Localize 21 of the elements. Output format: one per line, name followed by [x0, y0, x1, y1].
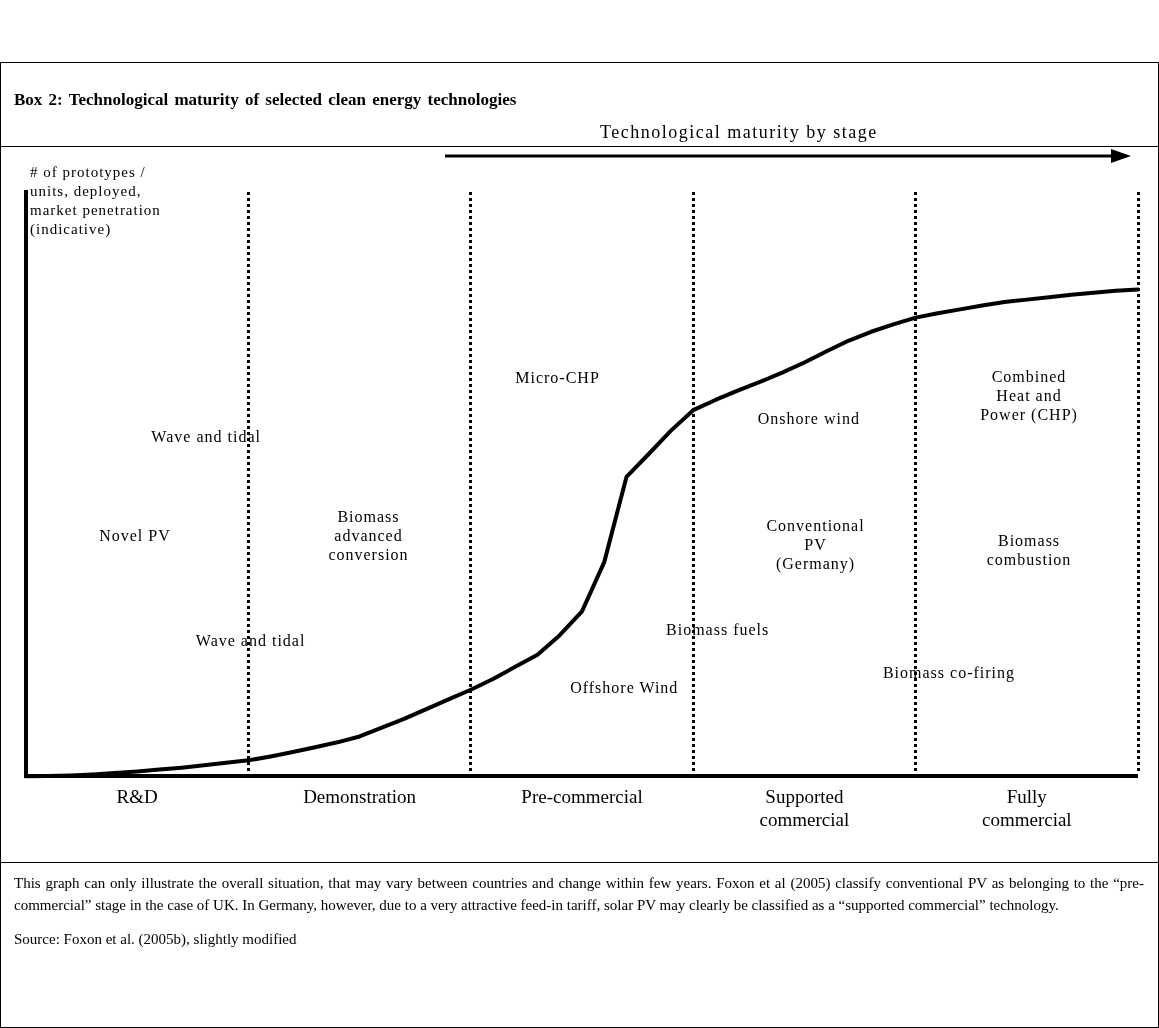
x-tick-label: Fully commercial: [981, 785, 1072, 830]
annotation: Biomass combustion: [986, 532, 1072, 569]
text: This graph can only illustrate the overall situation, that may vary between countries and change within few years. Foxon et al (2005) classify conventional PV as belonging to the “pre-commercial” stage in the case of UK. In Germany, however, due to a very attractive feed-in tariff, solar PV may clearly be classified as a “supported commercial” technology.: [14, 874, 1144, 915]
x-tick-label: R&D: [116, 785, 158, 807]
text: Technological maturity by stage: [600, 122, 878, 143]
annotation: Novel PV: [99, 527, 171, 544]
x-tick-label: Pre-commercial: [521, 785, 643, 807]
annotation: Wave and tidal: [195, 632, 306, 650]
y-axis-title: # of prototypes / units, deployed, market penetration (indicative): [30, 163, 162, 239]
annotation: Onshore wind: [757, 410, 860, 428]
annotation: Offshore Wind: [570, 678, 679, 696]
annotation: Conventional PV (Germany): [766, 516, 865, 573]
annotation: Biomass fuels: [666, 620, 770, 638]
source-note: Source: Foxon et al. (2005b), slightly modified: [14, 930, 298, 949]
annotation: Biomass advanced conversion: [328, 508, 409, 563]
annotation: Micro-CHP: [515, 369, 600, 387]
x-tick-label: Supported commercial: [759, 785, 850, 830]
annotation: Combined Heat and Power (CHP): [980, 367, 1078, 424]
annotation: Biomass co-firing: [882, 664, 1016, 683]
chart-title: Box 2: Technological maturity of selected clean energy technologies: [14, 90, 517, 110]
x-tick-label: Demonstration: [303, 785, 417, 807]
